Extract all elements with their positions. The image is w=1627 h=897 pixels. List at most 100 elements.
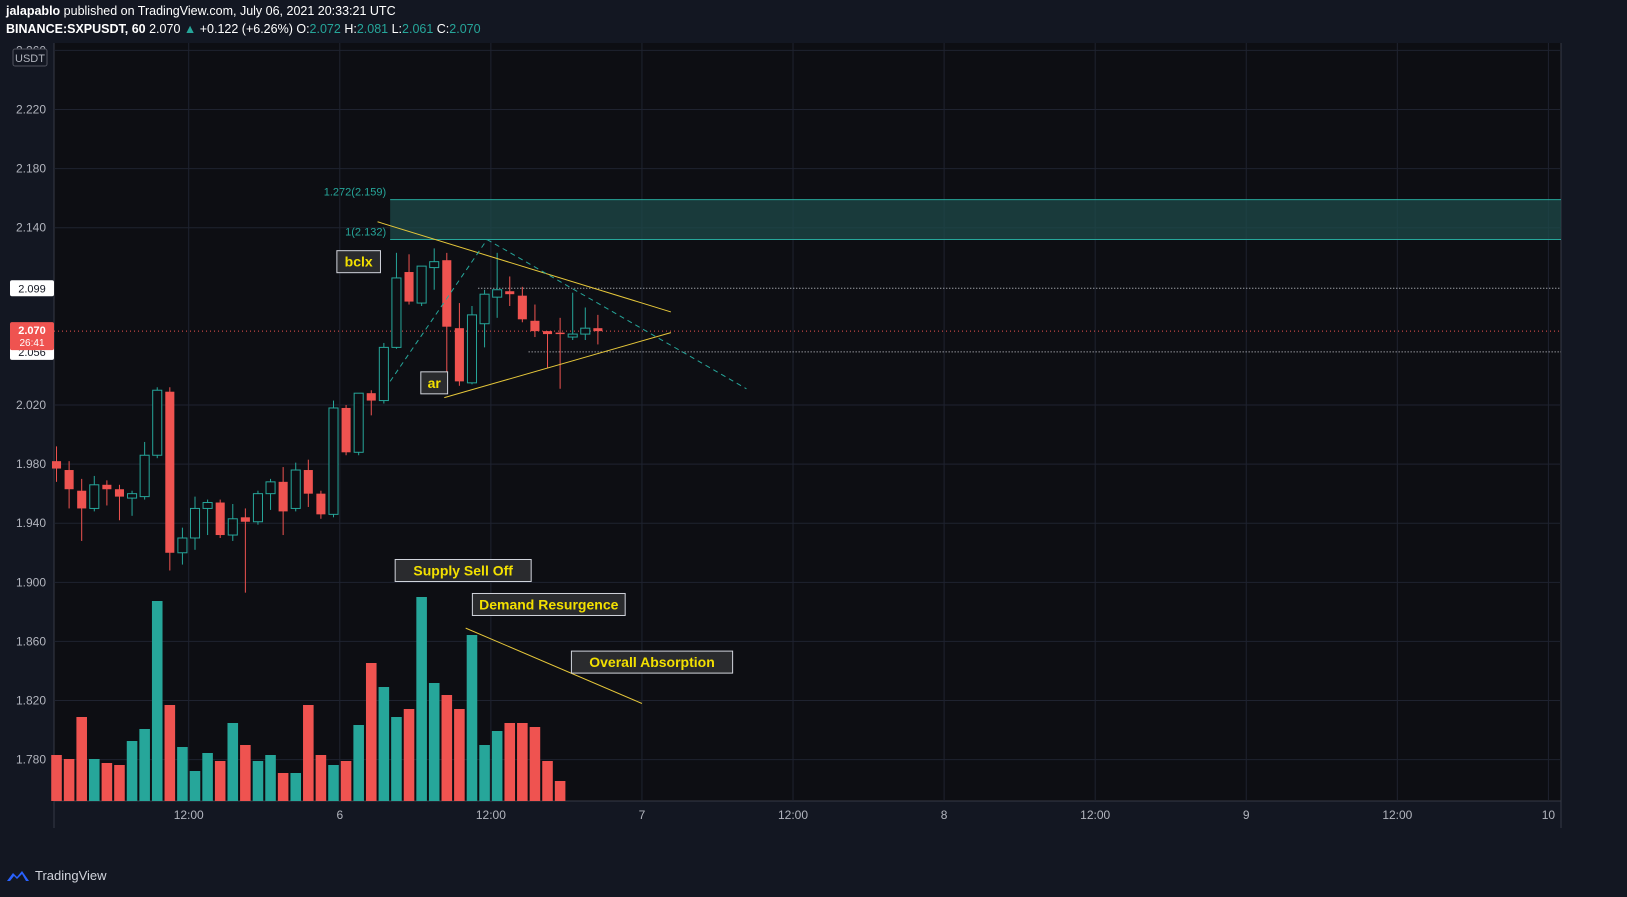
candle [366,390,376,416]
candle [265,478,276,510]
candle-body [530,320,540,332]
candle-body [189,507,201,539]
candle-body [429,261,440,269]
x-tick-label: 6 [336,808,343,822]
annotation-text: Demand Resurgence [479,596,618,612]
y-tick-label: 1.980 [16,457,46,471]
candle [189,496,201,550]
level-price-tag [10,280,54,297]
volume-bar [504,723,516,801]
candle-body [152,389,163,456]
currency-label-text: USDT [15,53,45,65]
publish-info: published on TradingView.com, July 06, 2… [63,4,396,18]
horizontal-levels [54,287,1561,353]
annotation-label: Demand Resurgence [471,592,626,616]
annotation-box [420,371,449,395]
candle [555,317,565,389]
dashed-up-line [389,239,488,382]
x-tick-label: 12:00 [476,808,506,822]
candle [353,392,364,456]
open-value: 2.072 [309,22,341,36]
candle-body [353,392,364,453]
candle-body [77,490,87,509]
x-tick-label: 10 [1542,808,1556,822]
open-label: O: [296,22,310,36]
volume-bar [101,763,113,801]
footer: TradingView [6,868,107,883]
volume-bar [265,755,276,801]
candle [290,462,301,512]
candle-body [454,328,464,382]
volume-bar [441,695,453,801]
volume-bar [340,761,352,801]
volume-bar [365,663,377,801]
candle [316,490,326,519]
volume-bar [529,727,541,801]
author-name[interactable]: jalapablo [6,4,61,18]
volume-bar [164,705,176,801]
annotation-box [471,592,626,616]
x-tick-label: 9 [1243,808,1250,822]
x-tick-label: 12:00 [1080,808,1110,822]
volume-bar [126,741,138,801]
currency-label: USDT [12,48,48,67]
absorption-line [465,627,643,704]
candle-body [466,314,478,384]
fib-level-label: 1.272(2.159) [324,187,386,199]
volume-bar [88,759,100,801]
volume-bar [290,773,302,801]
volume-bar [416,597,427,801]
candle [202,499,213,536]
candle [542,331,553,369]
candle [177,527,188,565]
chart-area[interactable]: 2.2602.2202.1802.1402.0201.9801.9401.900… [6,43,1621,861]
price-chart[interactable]: 2.2602.2202.1802.1402.0201.9801.9401.900… [6,43,1621,861]
candle-body [492,289,503,298]
candle-body [127,493,138,499]
candle [278,467,288,536]
high-label: H: [344,22,357,36]
y-tick-label: 1.820 [16,694,46,708]
volume-bar [353,725,364,801]
candle [505,276,515,307]
candle-body [542,331,553,335]
volume-bar [391,717,402,801]
candle [77,478,87,541]
volume-bar [491,731,503,801]
countdown-tag-text: 26:41 [19,338,44,349]
candle-body [278,481,288,512]
candle [64,461,74,509]
x-tick-label: 12:00 [174,808,204,822]
volume-bar [151,601,163,801]
triangle-lower-line [444,332,672,399]
candle [51,446,62,482]
tradingview-logo-icon[interactable] [6,869,30,883]
annotation-box [336,250,381,274]
annotation-text: ar [428,375,442,391]
volume-bar [252,761,264,801]
footer-brand[interactable]: TradingView [35,868,107,883]
candle [404,254,414,305]
fib-zone: 1.272(2.159) 1(2.132) [324,187,1562,241]
candle-body [378,346,389,402]
candle-body [593,328,603,332]
annotations: bclx ar Supply Sell Off Demand Resurgence Ov… [336,250,734,674]
close-value: 2.070 [449,22,481,36]
candle-body [303,470,313,494]
trendlines [377,221,747,704]
candle [127,490,138,516]
volume-bar [214,761,226,801]
low-value: 2.061 [402,22,434,36]
candle-body [341,407,351,453]
annotation-text: Overall Absorption [589,654,715,670]
x-tick-label: 7 [639,808,646,822]
candle-body [89,484,100,509]
x-tick-label: 12:00 [778,808,808,822]
candle [593,314,603,345]
candle-body [227,518,238,536]
candle [466,306,478,385]
candle-body [517,295,527,320]
candle [378,342,389,404]
annotation-label: Supply Sell Off [394,558,532,582]
y-tick-label: 2.140 [16,221,46,235]
